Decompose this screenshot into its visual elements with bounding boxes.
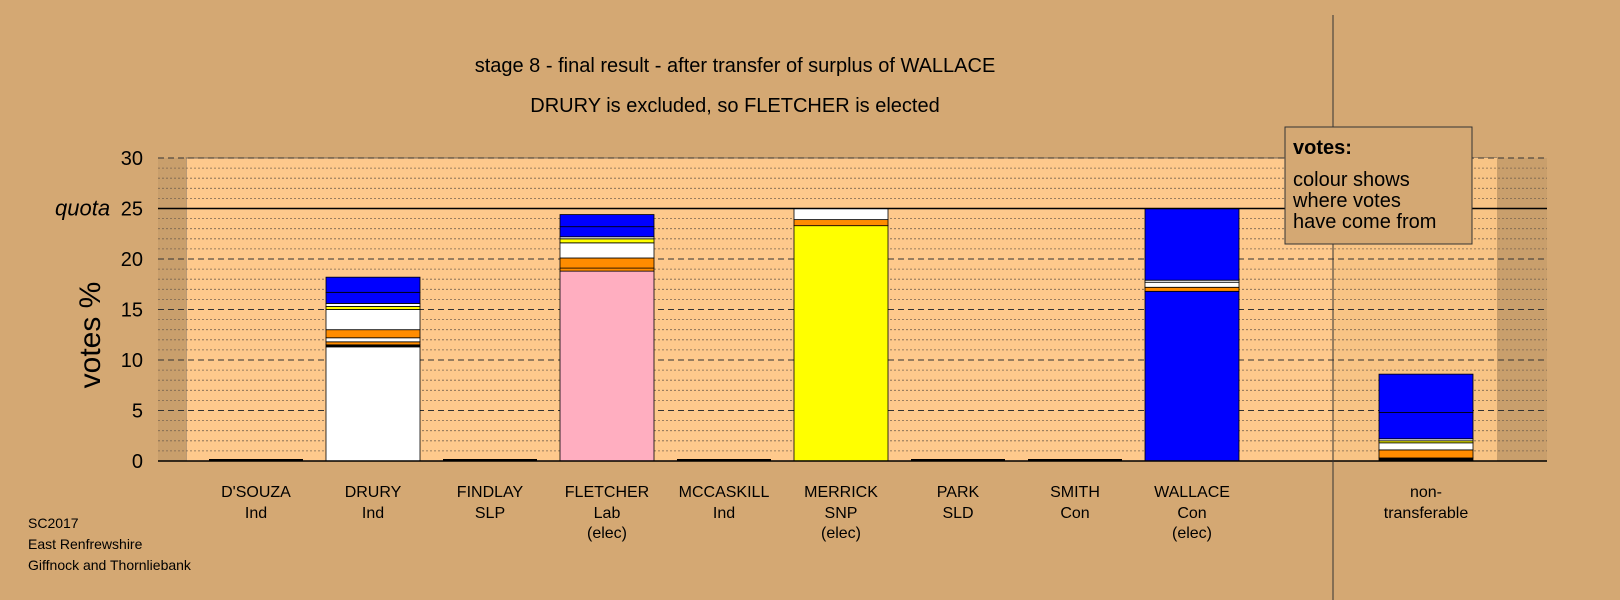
y-tick-label: 25 bbox=[121, 199, 143, 221]
y-tick-label: 15 bbox=[121, 300, 143, 322]
bar-segment bbox=[325, 303, 421, 307]
chart-subtitle: DRURY is excluded, so FLETCHER is electe… bbox=[530, 95, 939, 117]
candidate-party-label: SLP bbox=[475, 505, 505, 522]
footer-line-2: East Renfrewshire bbox=[28, 536, 143, 552]
candidate-party-label: Lab bbox=[594, 505, 621, 522]
candidate-party-label: Ind bbox=[713, 505, 735, 522]
bar-segment bbox=[1144, 290, 1240, 462]
bar-layer bbox=[209, 208, 1474, 462]
bar-segment bbox=[325, 341, 421, 346]
bar-segment bbox=[325, 309, 421, 331]
bar-segment bbox=[1144, 281, 1240, 288]
candidate-status-label: (elec) bbox=[821, 525, 861, 542]
bar-drury bbox=[325, 276, 421, 462]
bar-segment bbox=[325, 291, 421, 304]
candidate-party-label: Con bbox=[1060, 505, 1089, 522]
bar-segment bbox=[1378, 412, 1474, 440]
candidate-name-label: D'SOUZA bbox=[221, 484, 291, 501]
candidate-name-label: FLETCHER bbox=[565, 484, 649, 501]
bar-segment bbox=[1378, 449, 1474, 459]
bar-segment bbox=[559, 257, 655, 269]
bar-segment bbox=[559, 214, 655, 228]
legend-line-2: where votes bbox=[1292, 190, 1401, 212]
bar-segment bbox=[325, 346, 421, 462]
candidate-name-label: MERRICK bbox=[804, 484, 878, 501]
candidate-name-label: MCCASKILL bbox=[679, 484, 770, 501]
bar-wallace bbox=[1144, 208, 1240, 462]
bar-fletcher bbox=[559, 214, 655, 462]
legend-line-1: colour shows bbox=[1293, 169, 1410, 191]
candidate-name-label: WALLACE bbox=[1154, 484, 1230, 501]
candidate-party-label: Ind bbox=[362, 505, 384, 522]
bar-segment bbox=[325, 306, 421, 310]
bar-segment bbox=[793, 219, 889, 227]
bar-segment bbox=[325, 337, 421, 343]
bar-segment bbox=[1144, 286, 1240, 292]
y-tick-label: 5 bbox=[132, 401, 143, 423]
bar-nontransferable bbox=[1378, 373, 1474, 462]
bar-segment bbox=[325, 276, 421, 293]
candidate-status-label: (elec) bbox=[1172, 525, 1212, 542]
y-axis-label: votes % bbox=[74, 282, 107, 389]
legend-box bbox=[1284, 126, 1473, 245]
quota-label: quota bbox=[55, 196, 110, 221]
footer-line-3: Giffnock and Thornliebank bbox=[28, 557, 191, 573]
nontransferable-label-2: transferable bbox=[1384, 505, 1469, 522]
y-tick-label: 20 bbox=[121, 249, 143, 271]
y-tick-label: 10 bbox=[121, 350, 143, 372]
bar-segment bbox=[793, 225, 889, 462]
bar-segment bbox=[1144, 208, 1240, 281]
bar-segment bbox=[559, 238, 655, 244]
candidate-name-label: DRURY bbox=[345, 484, 402, 501]
nontransferable-label-1: non- bbox=[1410, 484, 1442, 501]
candidate-name-label: FINDLAY bbox=[457, 484, 524, 501]
bar-segment bbox=[559, 242, 655, 259]
legend-title: votes: bbox=[1293, 137, 1352, 159]
legend: votes: colour shows where votes have com… bbox=[1284, 126, 1473, 245]
candidate-party-label: Con bbox=[1177, 505, 1206, 522]
candidate-name-label: SMITH bbox=[1050, 484, 1100, 501]
candidate-party-label: Ind bbox=[245, 505, 267, 522]
footer-line-1: SC2017 bbox=[28, 515, 79, 531]
candidate-party-label: SNP bbox=[825, 505, 858, 522]
bar-segment bbox=[793, 208, 889, 221]
candidate-party-label: SLD bbox=[942, 505, 973, 522]
y-tick-label: 30 bbox=[121, 148, 143, 170]
bar-segment bbox=[559, 226, 655, 238]
chart-title: stage 8 - final result - after transfer … bbox=[475, 55, 996, 77]
footer: SC2017 East Renfrewshire Giffnock and Th… bbox=[28, 513, 191, 576]
legend-line-3: have come from bbox=[1293, 211, 1436, 233]
bar-segment bbox=[559, 270, 655, 462]
bar-segment bbox=[1378, 442, 1474, 451]
candidate-status-label: (elec) bbox=[587, 525, 627, 542]
bar-segment bbox=[559, 267, 655, 272]
bar-merrick bbox=[793, 208, 889, 462]
y-tick-label: 0 bbox=[132, 451, 143, 473]
bar-segment bbox=[325, 329, 421, 339]
candidate-name-label: PARK bbox=[937, 484, 980, 501]
bar-segment bbox=[1378, 373, 1474, 413]
